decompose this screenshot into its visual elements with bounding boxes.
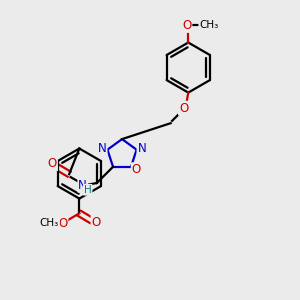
Text: N: N <box>137 142 146 155</box>
Text: N: N <box>98 142 106 155</box>
Text: CH₃: CH₃ <box>40 218 59 228</box>
Text: CH₃: CH₃ <box>199 20 218 30</box>
Text: N: N <box>78 179 87 192</box>
Text: O: O <box>132 163 141 176</box>
Text: O: O <box>182 19 191 32</box>
Text: H: H <box>84 185 92 195</box>
Text: O: O <box>58 217 68 230</box>
Text: O: O <box>48 158 57 170</box>
Text: O: O <box>179 102 188 115</box>
Text: O: O <box>92 216 101 229</box>
